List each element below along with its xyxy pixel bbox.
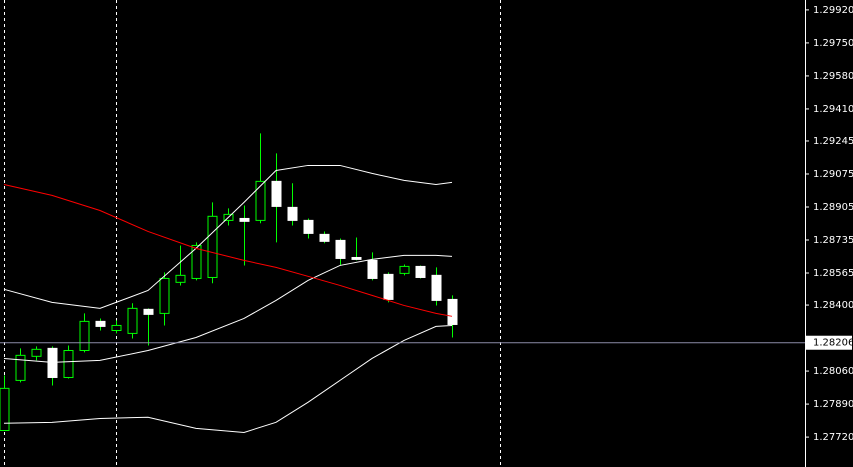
y-tick-label: 1.27720 <box>813 432 853 443</box>
y-tick-label: 1.28565 <box>813 268 853 279</box>
y-tick-label: 1.28400 <box>813 300 853 311</box>
candle-body <box>367 259 378 279</box>
y-tick-label: 1.27890 <box>813 399 853 410</box>
candle-body <box>95 320 106 327</box>
candle-body <box>271 180 282 207</box>
candle-body <box>111 324 122 331</box>
candle-body <box>175 274 186 283</box>
y-tick-label: 1.29920 <box>813 5 853 16</box>
candle-body <box>239 217 250 222</box>
candle-body <box>159 277 170 314</box>
current-price-box <box>806 335 852 350</box>
y-tick-label: 1.29750 <box>813 38 853 49</box>
candle-body <box>351 256 362 260</box>
indicator-line <box>3 324 453 433</box>
candle-body <box>335 239 346 259</box>
candle-body <box>79 320 90 351</box>
candle-body <box>399 265 410 274</box>
candle-body <box>207 215 218 278</box>
indicator-line <box>3 254 453 363</box>
y-tick-label: 1.28735 <box>813 235 853 246</box>
candle-body <box>415 265 426 278</box>
candle-body <box>255 180 266 221</box>
candle-body <box>143 308 154 315</box>
candle-body <box>127 307 138 334</box>
y-tick-label: 1.28905 <box>813 202 853 213</box>
candle-body <box>0 387 10 431</box>
candle-body <box>31 348 42 357</box>
y-tick-label: 1.29245 <box>813 136 853 147</box>
candle-body <box>191 244 202 279</box>
candle-body <box>383 273 394 300</box>
y-tick-label: 1.29410 <box>813 104 853 115</box>
y-tick-label: 1.29580 <box>813 71 853 82</box>
indicator-line <box>3 183 453 317</box>
candle-body <box>319 233 330 242</box>
candle-body <box>15 354 26 381</box>
candle-body <box>63 349 74 378</box>
indicator-line <box>3 164 453 309</box>
y-tick-label: 1.29075 <box>813 169 853 180</box>
candle-body <box>303 219 314 234</box>
candle-body <box>447 298 458 325</box>
current-price-label: 1.28206 <box>813 338 853 349</box>
candle-body <box>431 274 442 301</box>
candle-body <box>47 347 58 378</box>
candle-body <box>287 206 298 221</box>
y-tick-label: 1.28060 <box>813 366 853 377</box>
